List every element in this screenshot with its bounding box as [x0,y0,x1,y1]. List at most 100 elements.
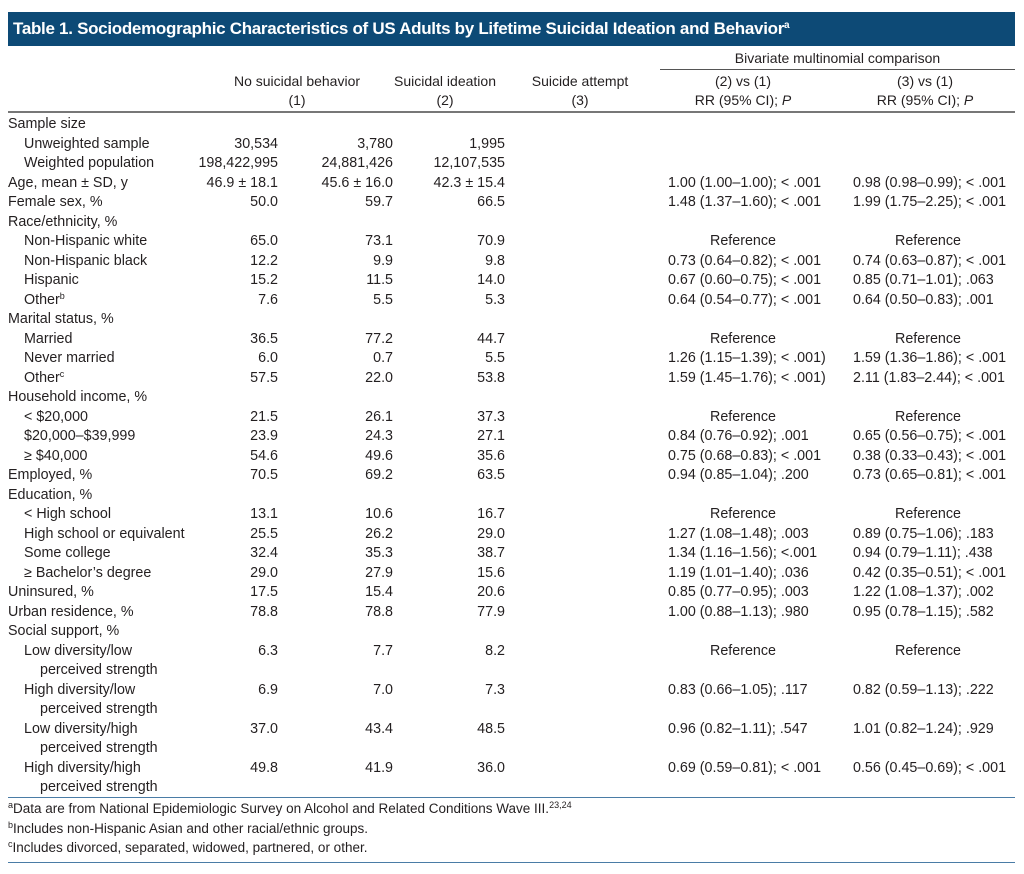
cell-rr2: 0.65 (0.56–0.75); < .001 [853,428,1007,444]
cell-col3: 63.5 [477,467,505,483]
row-label: Some college [24,544,111,564]
cell-rr2: Reference [895,506,961,522]
cell-col2: 43.4 [365,720,393,737]
cell-rr2: 1.22 (1.08–1.37); .002 [853,584,994,600]
cell-col1: 6.3 [258,642,278,659]
cell-col3: 36.0 [477,759,505,776]
row-label-text: < High school [24,506,112,522]
col-header-line: RR (95% CI); P [668,91,818,110]
cell-rr1: 0.94 (0.85–1.04); .200 [668,467,809,483]
cell-col1: 17.5 [250,584,278,600]
col-header-line: (1) [288,92,306,108]
cell-rr1: 0.84 (0.76–0.92); .001 [668,428,809,444]
row-label: < High school [24,505,111,525]
cell-rr1: Reference [710,408,776,425]
cell-col2: 5.5 [373,291,393,308]
cell-col1: 78.8 [250,603,278,620]
cell-rr1: 0.67 (0.60–0.75); < .001 [668,272,822,288]
footnote: aData are from National Epidemiologic Su… [8,799,572,819]
row-label: High school or equivalent [24,525,185,545]
row-label: ≥ $40,000 [24,447,88,467]
row-label-text: Urban residence, % [8,603,134,620]
col-header-p: P [781,92,792,108]
cell-col3: 42.3 ± 15.4 [433,174,505,191]
cell-col3: 53.8 [477,369,505,386]
row-label-text: Weighted population [24,155,155,171]
cell-col3: 5.5 [485,350,505,366]
row-label: $20,000–$39,999 [24,427,135,447]
row-label: Low diversity/high [24,720,138,740]
cell-rr1: Reference [710,506,776,522]
cell-col2: 3,780 [357,135,393,152]
row-label: High diversity/high [24,759,141,779]
row-label-text: Never married [24,350,115,366]
cell-rr2: 1.01 (0.82–1.24); .929 [853,720,994,737]
col-header-suicide-attempt: Suicide attempt (3) [515,72,645,110]
col-header-p: P [963,92,974,108]
cell-col1: 198,422,995 [198,155,278,171]
row-label-text: Age, mean ± SD, y [8,174,128,191]
row-label-text: Marital status, % [8,311,114,327]
cell-col2: 69.2 [365,467,393,483]
footnote-marker: c [8,839,13,849]
row-label: Non-Hispanic white [24,232,147,252]
cell-rr2: Reference [895,330,961,347]
row-label-continuation: perceived strength [40,701,158,717]
footnote-text: Data are from National Epidemiologic Sur… [13,801,550,816]
cell-col1: 29.0 [250,564,278,581]
cell-col2: 11.5 [366,272,393,288]
cell-col3: 70.9 [477,233,505,249]
cell-col1: 13.1 [250,506,278,522]
row-label-text: High diversity/high [24,759,141,776]
row-label-text: High diversity/low [24,681,136,698]
col-header-line: (2) vs (1) [715,73,771,89]
cell-rr1: 0.83 (0.66–1.05); .117 [668,681,808,698]
row-label-text: Education, % [8,486,93,503]
cell-rr1: 1.27 (1.08–1.48); .003 [668,525,809,542]
row-label-text: Hispanic [24,272,79,288]
cell-col3: 12,107,535 [433,155,505,171]
row-label: Unweighted sample [24,135,150,155]
col-header-line: (3) vs (1) [897,73,953,89]
cell-col3: 27.1 [477,428,505,444]
cell-col2: 24,881,426 [321,155,393,171]
cell-rr2: Reference [895,233,961,249]
cell-col3: 20.6 [477,584,505,600]
cell-col1: 25.5 [250,525,278,542]
row-label-text: Other [24,291,60,308]
row-label: Weighted population [24,154,154,174]
row-label: Social support, % [8,622,119,642]
col-header-text: RR (95% CI); [876,92,964,108]
cell-rr1: Reference [710,233,776,249]
row-label-text: Sample size [8,116,86,132]
cell-col2: 41.9 [365,759,393,776]
row-label: Urban residence, % [8,603,134,623]
cell-col3: 35.6 [477,447,505,464]
row-label: Education, % [8,486,92,506]
row-label-text: Some college [24,545,111,561]
col-header-text: RR (95% CI); [694,92,782,108]
row-label-text: $20,000–$39,999 [24,428,136,444]
cell-col1: 65.0 [250,233,278,249]
footnote-rule-bottom [8,862,1015,863]
cell-col1: 46.9 ± 18.1 [206,174,278,191]
cell-col1: 37.0 [250,720,278,737]
cell-col2: 78.8 [365,603,393,620]
footnote-marker: a [784,20,790,31]
cell-col3: 77.9 [477,603,505,620]
cell-col2: 24.3 [365,428,393,444]
row-label: ≥ Bachelor’s degree [24,564,151,584]
cell-col3: 9.8 [485,252,505,269]
cell-rr1: 1.19 (1.01–1.40); .036 [668,564,809,581]
row-label: Female sex, % [8,193,103,213]
cell-col2: 35.3 [365,545,393,561]
cell-col1: 57.5 [250,369,278,386]
cell-rr2: Reference [895,408,961,425]
row-label: Never married [24,349,115,369]
cell-col1: 15.2 [250,272,278,288]
footnote-text: Includes divorced, separated, widowed, p… [12,840,368,855]
cell-rr1: 0.96 (0.82–1.11); .547 [668,720,808,737]
cell-col2: 10.6 [365,506,393,522]
cell-rr1: 0.73 (0.64–0.82); < .001 [668,252,822,269]
cell-rr2: 0.56 (0.45–0.69); < .001 [853,759,1007,776]
